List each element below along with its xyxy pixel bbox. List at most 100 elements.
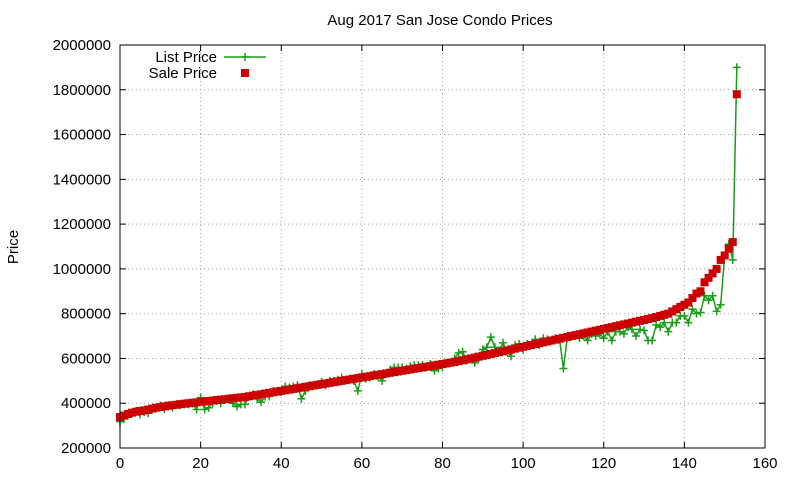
data-point-square	[668, 307, 677, 316]
data-point-square	[696, 287, 705, 296]
data-point-square	[486, 349, 495, 358]
data-point-square	[410, 364, 419, 373]
data-point-square	[515, 343, 524, 352]
data-point-square	[369, 371, 378, 380]
data-point-square	[490, 349, 499, 358]
data-point-square	[527, 341, 536, 350]
x-tick-label: 20	[192, 455, 209, 472]
x-tick-label: 60	[354, 455, 371, 472]
data-point-square	[712, 264, 721, 273]
data-point-square	[434, 360, 443, 369]
x-tick-label: 120	[591, 455, 616, 472]
data-point-square	[692, 289, 701, 298]
data-point-square	[648, 314, 657, 323]
axis-ticks: 0 20 40 60 80 100 120 140 160 200000 400000 600000 8…	[53, 37, 778, 472]
data-point-square	[402, 366, 411, 375]
y-tick-label: 1200000	[53, 216, 111, 233]
data-point-plus	[648, 336, 657, 345]
y-tick-label: 1400000	[53, 171, 111, 188]
data-point-plus	[454, 348, 463, 357]
data-point-square	[519, 342, 528, 351]
data-point-square	[644, 315, 653, 324]
data-point-square	[164, 401, 173, 410]
data-point-square	[591, 326, 600, 335]
data-point-plus	[559, 364, 568, 373]
data-point-square	[285, 385, 294, 394]
data-point-square	[349, 374, 358, 383]
data-point-square	[394, 367, 403, 376]
data-point-square	[595, 325, 604, 334]
data-point-square	[382, 369, 391, 378]
data-point-square	[446, 358, 455, 367]
data-point-square	[172, 400, 181, 409]
data-point-square	[353, 374, 362, 383]
data-point-square	[188, 398, 197, 407]
data-point-plus	[498, 338, 507, 347]
data-point-plus	[619, 329, 628, 338]
data-point-plus	[716, 300, 725, 309]
data-point-square	[309, 381, 318, 390]
data-point-square	[374, 370, 382, 379]
data-point-square	[257, 390, 266, 399]
y-tick-label: 1600000	[53, 127, 111, 144]
data-point-square	[281, 386, 290, 395]
data-point-square	[265, 388, 274, 397]
data-point-plus	[607, 336, 616, 345]
data-point-square	[156, 403, 165, 412]
data-point-plus	[664, 327, 673, 336]
data-point-square	[559, 333, 568, 342]
series-list-price	[116, 63, 741, 426]
data-point-square	[656, 311, 665, 320]
data-point-square	[623, 319, 632, 328]
data-point-square	[301, 382, 310, 391]
data-point-square	[269, 388, 278, 397]
legend-label: Sale Price	[149, 65, 217, 82]
data-point-square	[599, 324, 608, 333]
data-point-plus	[732, 63, 741, 72]
data-point-square	[273, 387, 282, 396]
data-point-plus	[636, 325, 645, 334]
data-point-plus	[486, 333, 495, 342]
x-tick-label: 40	[273, 455, 290, 472]
data-point-square	[192, 398, 201, 407]
data-point-square	[212, 396, 221, 405]
data-point-square	[422, 362, 431, 371]
data-point-plus	[660, 318, 669, 327]
data-point-square	[176, 400, 185, 409]
data-point-square	[208, 396, 217, 405]
data-point-square	[503, 346, 511, 355]
data-point-square	[152, 403, 161, 412]
data-point-square	[466, 354, 475, 363]
data-point-plus	[297, 394, 306, 403]
data-point-plus	[700, 291, 709, 300]
data-point-square	[160, 402, 169, 411]
data-point-square	[180, 399, 189, 408]
data-point-square	[426, 362, 435, 371]
data-point-plus	[632, 332, 640, 341]
plot-frame	[119, 44, 766, 449]
data-point-plus	[708, 291, 717, 300]
data-point-square	[418, 363, 427, 372]
data-point-plus	[353, 386, 362, 395]
data-point-square	[462, 355, 471, 364]
data-point-square	[224, 394, 233, 403]
x-tick-label: 160	[752, 455, 777, 472]
data-point-square	[583, 328, 592, 337]
x-tick-label: 0	[116, 455, 124, 472]
data-point-square	[196, 397, 205, 406]
data-point-square	[430, 361, 439, 370]
data-point-square	[607, 323, 616, 332]
data-point-square	[261, 389, 270, 398]
data-point-square	[390, 368, 399, 377]
data-point-square	[438, 360, 447, 369]
chart-title: Aug 2017 San Jose Condo Prices	[327, 12, 552, 29]
data-point-square	[124, 409, 133, 418]
data-point-plus	[583, 336, 592, 345]
data-point-square	[716, 255, 725, 264]
data-point-plus	[712, 307, 721, 316]
data-point-square	[184, 399, 193, 408]
data-point-square	[293, 384, 302, 393]
data-point-square	[236, 393, 245, 402]
data-point-square	[511, 344, 520, 353]
data-point-square	[704, 273, 713, 282]
